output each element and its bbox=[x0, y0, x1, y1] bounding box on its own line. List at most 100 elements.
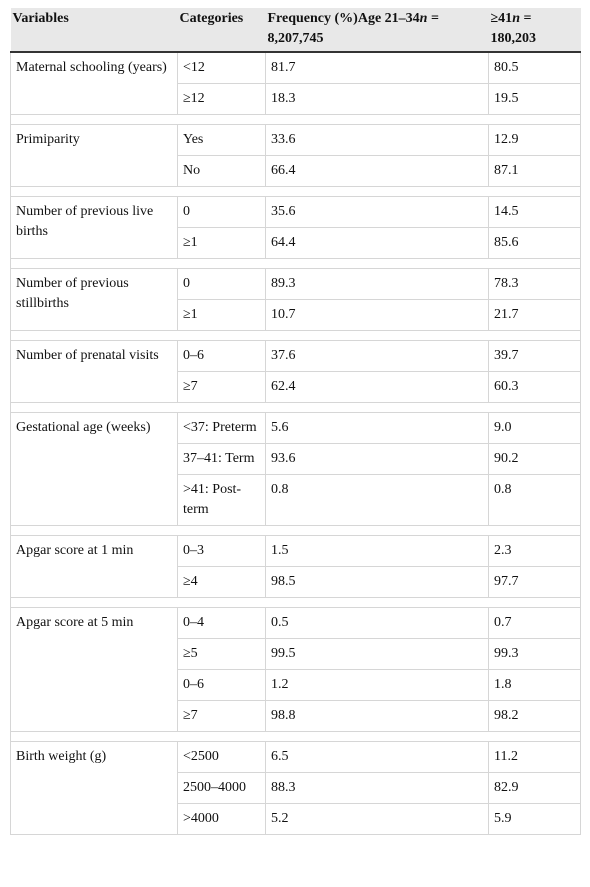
category-cell: <2500 bbox=[177, 741, 266, 773]
spacer-row bbox=[10, 597, 581, 608]
table-row: Birth weight (g) <2500 6.5 11.2 bbox=[10, 741, 581, 835]
value-cell: 1.8 bbox=[488, 669, 581, 701]
variable-cell: Number of previous stillbirths bbox=[10, 268, 178, 331]
value-cell: 12.9 bbox=[488, 124, 581, 156]
spacer-row bbox=[10, 402, 581, 413]
category-cell: 0–4 bbox=[177, 607, 266, 639]
header-text: = 180,203 bbox=[490, 11, 537, 46]
category-cell: 37–41: Term bbox=[177, 443, 266, 475]
category-cell: >4000 bbox=[177, 803, 266, 835]
value-cell: 60.3 bbox=[488, 371, 581, 403]
spacer-row bbox=[10, 186, 581, 197]
value-cell: 93.6 bbox=[265, 443, 489, 475]
table-row: Number of previous live births 0 35.6 14.5 bbox=[10, 196, 581, 259]
value-cell: 14.5 bbox=[488, 196, 581, 228]
variable-cell: Number of prenatal visits bbox=[10, 340, 178, 403]
header-cell: Frequency (%)Age 21–34n = 8,207,745 bbox=[265, 8, 489, 53]
spacer-cell bbox=[10, 731, 581, 742]
value-cell: 6.5 bbox=[265, 741, 489, 773]
table-row: >4000 5.2 5.9 bbox=[11, 803, 581, 835]
table-row: No 66.4 87.1 bbox=[11, 155, 581, 187]
value-cell: 5.9 bbox=[488, 803, 581, 835]
header-text: Frequency (%)Age 21–34 bbox=[267, 11, 420, 26]
table-row: 37–41: Term 93.6 90.2 bbox=[11, 443, 581, 475]
spacer-row bbox=[10, 258, 581, 269]
table-row: ≥1 64.4 85.6 bbox=[11, 227, 581, 259]
value-cell: 64.4 bbox=[265, 227, 489, 259]
category-cell: >41: Post-term bbox=[177, 474, 266, 526]
category-cell: No bbox=[177, 155, 266, 187]
variable-cell: Gestational age (weeks) bbox=[10, 412, 178, 526]
value-cell: 62.4 bbox=[265, 371, 489, 403]
value-cell: 0.5 bbox=[265, 607, 489, 639]
spacer-row bbox=[10, 330, 581, 341]
table-body: Maternal schooling (years) <12 81.7 80.5 ≥12… bbox=[10, 51, 581, 835]
spacer-cell bbox=[10, 258, 581, 269]
table-row: 0–6 1.2 1.8 bbox=[11, 669, 581, 701]
table-row: ≥4 98.5 97.7 bbox=[11, 566, 581, 598]
spacer-cell bbox=[10, 525, 581, 536]
category-cell: ≥1 bbox=[177, 227, 266, 259]
table-row: Number of prenatal visits 0–6 37.6 39.7 bbox=[10, 340, 581, 403]
category-cell: ≥12 bbox=[177, 83, 266, 115]
header-cell: Categories bbox=[177, 8, 266, 53]
variable-cell: Apgar score at 1 min bbox=[10, 535, 178, 598]
table-row: ≥1 10.7 21.7 bbox=[11, 299, 581, 331]
category-cell: ≥4 bbox=[177, 566, 266, 598]
value-cell: 5.6 bbox=[265, 412, 489, 444]
header-cell: ≥41n = 180,203 bbox=[488, 8, 581, 53]
table-row: >41: Post-term 0.8 0.8 bbox=[11, 474, 581, 526]
category-cell: Yes bbox=[177, 124, 266, 156]
header-text: = 8,207,745 bbox=[267, 11, 439, 46]
value-cell: 1.2 bbox=[265, 669, 489, 701]
table-row: ≥7 62.4 60.3 bbox=[11, 371, 581, 403]
category-cell: 0–3 bbox=[177, 535, 266, 567]
table-row: Maternal schooling (years) <12 81.7 80.5 bbox=[10, 51, 581, 115]
value-cell: 98.8 bbox=[265, 700, 489, 732]
value-cell: 89.3 bbox=[265, 268, 489, 300]
category-cell: <12 bbox=[177, 51, 266, 84]
value-cell: 97.7 bbox=[488, 566, 581, 598]
header-cell: Variables bbox=[10, 8, 178, 53]
table-row: Apgar score at 1 min 0–3 1.5 2.3 bbox=[10, 535, 581, 598]
header-text: Categories bbox=[179, 11, 244, 26]
variable-cell: Birth weight (g) bbox=[10, 741, 178, 835]
spacer-cell bbox=[10, 597, 581, 608]
header-text: n bbox=[419, 11, 428, 26]
spacer-cell bbox=[10, 402, 581, 413]
value-cell: 2.3 bbox=[488, 535, 581, 567]
value-cell: 88.3 bbox=[265, 772, 489, 804]
value-cell: 35.6 bbox=[265, 196, 489, 228]
variable-cell: Apgar score at 5 min bbox=[10, 607, 178, 732]
category-cell: ≥7 bbox=[177, 371, 266, 403]
value-cell: 82.9 bbox=[488, 772, 581, 804]
table-row: Apgar score at 5 min 0–4 0.5 0.7 bbox=[10, 607, 581, 732]
variable-cell: Number of previous live births bbox=[10, 196, 178, 259]
spacer-cell bbox=[10, 330, 581, 341]
value-cell: 11.2 bbox=[488, 741, 581, 773]
value-cell: 99.3 bbox=[488, 638, 581, 670]
category-cell: 0–6 bbox=[177, 340, 266, 372]
value-cell: 10.7 bbox=[265, 299, 489, 331]
spacer-row bbox=[10, 114, 581, 125]
value-cell: 19.5 bbox=[488, 83, 581, 115]
category-cell: ≥7 bbox=[177, 700, 266, 732]
category-cell: <37: Preterm bbox=[177, 412, 266, 444]
value-cell: 0.8 bbox=[488, 474, 581, 526]
category-cell: ≥1 bbox=[177, 299, 266, 331]
table-wrap: Variables Categories Frequency (%)Age 21–3… bbox=[10, 8, 581, 835]
value-cell: 85.6 bbox=[488, 227, 581, 259]
category-cell: 0–6 bbox=[177, 669, 266, 701]
table-row: Primiparity Yes 33.6 12.9 bbox=[10, 124, 581, 187]
value-cell: 39.7 bbox=[488, 340, 581, 372]
table-row: ≥5 99.5 99.3 bbox=[11, 638, 581, 670]
table-row: Number of previous stillbirths 0 89.3 78.3 bbox=[10, 268, 581, 331]
spacer-row bbox=[10, 525, 581, 536]
table-row: Gestational age (weeks) <37: Preterm 5.6 9.… bbox=[10, 412, 581, 526]
header-text: Variables bbox=[12, 11, 69, 26]
value-cell: 90.2 bbox=[488, 443, 581, 475]
category-cell: 0 bbox=[177, 196, 266, 228]
category-cell: 2500–4000 bbox=[177, 772, 266, 804]
spacer-row bbox=[10, 731, 581, 742]
